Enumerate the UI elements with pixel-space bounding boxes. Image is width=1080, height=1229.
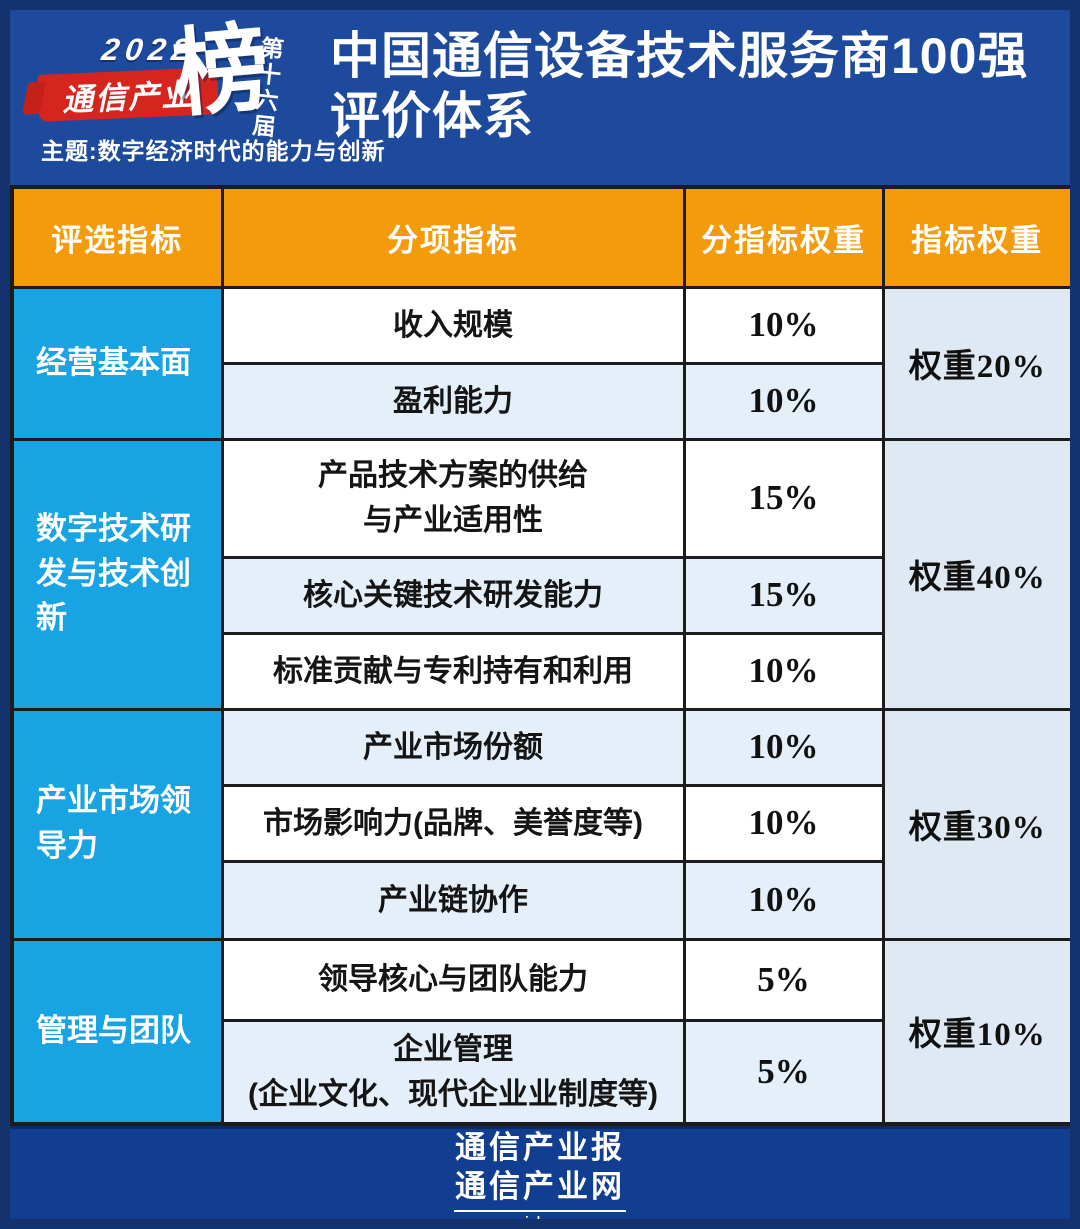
table-row: 数字技术研发与技术创新 产品技术方案的供给 与产业适用性 15% 权重40% xyxy=(10,437,1070,711)
table-header-row: 评选指标 分项指标 分指标权重 指标权重 xyxy=(10,185,1070,289)
table-row: 产业链协作 10% xyxy=(12,859,1070,941)
sub-indicator-cell: 收入规模 xyxy=(220,285,686,365)
sub-indicator-cell: 核心关键技术研发能力 xyxy=(220,555,686,635)
page-title: 中国通信设备技术服务商100强 评价体系 xyxy=(330,26,1028,146)
footer-website: www.ccidcom.com xyxy=(454,1209,626,1219)
footer: 通信产业报 通信产业网 www.ccidcom.com xyxy=(10,1126,1070,1219)
table-row: 企业管理 (企业文化、现代企业业制度等) 5% xyxy=(12,1018,1070,1126)
sub-weight-cell: 5% xyxy=(682,937,885,1022)
table-row: 核心关键技术研发能力 15% xyxy=(12,555,1070,635)
table-row: 盈利能力 10% xyxy=(12,361,1070,441)
sub-weight-cell: 10% xyxy=(682,361,885,441)
sub-weight-cell: 15% xyxy=(682,437,885,559)
group-name-cell: 数字技术研发与技术创新 xyxy=(10,437,224,711)
column-header-sub-weight: 分指标权重 xyxy=(682,185,885,289)
sub-indicator-cell: 市场影响力(品牌、美誉度等) xyxy=(220,783,686,863)
footer-brand-paper: 通信产业报 xyxy=(455,1130,625,1165)
sub-weight-cell: 10% xyxy=(682,631,885,711)
table-row: 产业市场领导力 产业市场份额 10% 权重30% xyxy=(10,707,1070,941)
group-weight-cell: 权重30% xyxy=(881,707,1070,941)
footer-brand-web: 通信产业网 xyxy=(455,1168,625,1204)
group-weight-cell: 权重40% xyxy=(881,437,1070,711)
sub-weight-cell: 10% xyxy=(682,285,885,365)
sub-indicator-cell: 产业链协作 xyxy=(220,859,686,941)
table-row: 管理与团队 领导核心与团队能力 5% 权重10% xyxy=(10,937,1070,1126)
evaluation-table: 评选指标 分项指标 分指标权重 指标权重 经营基本面 收入规模 10% 权重20… xyxy=(10,185,1070,1126)
sub-weight-cell: 10% xyxy=(682,859,885,941)
sub-indicator-cell: 产品技术方案的供给 与产业适用性 xyxy=(220,437,686,559)
table-row: 市场影响力(品牌、美誉度等) 10% xyxy=(12,783,1070,863)
table-row: 标准贡献与专利持有和利用 10% xyxy=(12,631,1070,711)
sub-weight-cell: 15% xyxy=(682,555,885,635)
column-header-selection-indicator: 评选指标 xyxy=(10,185,224,289)
sub-weight-cell: 10% xyxy=(682,707,885,787)
group-name-cell: 管理与团队 xyxy=(10,937,224,1126)
page-title-line1: 中国通信设备技术服务商100强 xyxy=(330,28,1029,84)
group-weight-cell: 权重10% xyxy=(881,937,1070,1126)
sub-indicator-cell: 产业市场份额 xyxy=(220,707,686,787)
column-header-indicator-weight: 指标权重 xyxy=(881,185,1070,289)
group-name-cell: 产业市场领导力 xyxy=(10,707,224,941)
sub-indicator-cell: 领导核心与团队能力 xyxy=(220,937,686,1022)
page-title-line2: 评价体系 xyxy=(330,88,534,144)
table-row: 经营基本面 收入规模 10% 权重20% xyxy=(10,285,1070,441)
group-weight-cell: 权重20% xyxy=(881,285,1070,441)
sub-indicator-cell: 企业管理 (企业文化、现代企业业制度等) xyxy=(220,1018,686,1126)
theme-label: 主题:数字经济时代的能力与创新 xyxy=(41,138,386,164)
sub-indicator-cell: 盈利能力 xyxy=(220,361,686,441)
sub-weight-cell: 5% xyxy=(682,1018,885,1126)
masthead: 2022 通信产业 榜 第十六届 主题:数字经济时代的能力与创新 中国通信设备技… xyxy=(10,10,1070,185)
group-name-cell: 经营基本面 xyxy=(10,285,224,441)
column-header-sub-indicator: 分项指标 xyxy=(220,185,686,289)
sub-indicator-cell: 标准贡献与专利持有和利用 xyxy=(220,631,686,711)
sub-weight-cell: 10% xyxy=(682,783,885,863)
